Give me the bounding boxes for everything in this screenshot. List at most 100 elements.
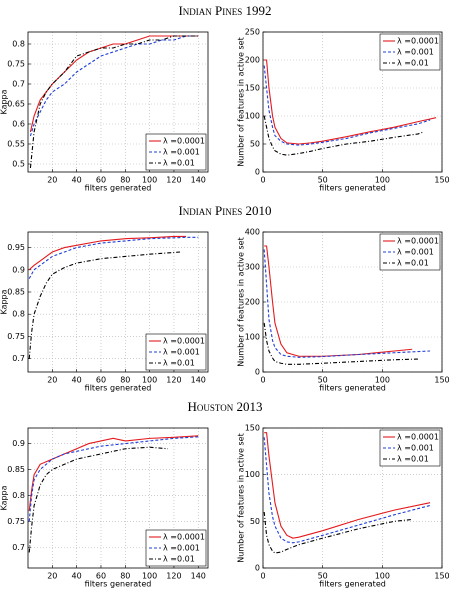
x-tick-label: 100: [142, 176, 157, 185]
data-line: [28, 235, 187, 271]
plot-frame: [262, 231, 443, 373]
plot-frame: [262, 31, 443, 173]
legend-label: λ =0.0001: [397, 37, 439, 46]
y-tick-label: 0: [255, 168, 260, 177]
x-axis-label: filters generated: [85, 384, 152, 393]
legend-label: λ =0.001: [163, 348, 200, 357]
data-line: [264, 59, 437, 145]
data-line: [29, 35, 199, 137]
y-tick-label: 0: [255, 368, 260, 377]
x-tick-label: 50: [318, 376, 328, 385]
y-tick-label: 0.9: [12, 439, 25, 448]
legend-label: λ =0.001: [163, 148, 200, 157]
x-tick-label: 80: [120, 376, 130, 385]
x-tick-label: 150: [434, 376, 449, 385]
legend-label: λ =0.0001: [163, 137, 205, 146]
x-tick-label: 50: [318, 176, 328, 185]
x-axis-label: filters generated: [319, 580, 386, 589]
legend-label: λ =0.01: [397, 259, 429, 268]
y-tick-label: 0: [255, 564, 260, 573]
x-axis-label: filters generated: [319, 384, 386, 393]
y-tick-label: 200: [245, 298, 260, 307]
legend-label: λ =0.001: [163, 544, 200, 553]
data-line: [263, 437, 431, 544]
y-tick-label: 0.85: [7, 465, 25, 474]
y-axis-label: Number of features in active set: [237, 37, 246, 166]
data-line: [28, 251, 181, 359]
x-tick-label: 0: [260, 572, 265, 581]
x-tick-label: 0: [260, 176, 265, 185]
legend-label: λ =0.01: [163, 159, 195, 168]
x-tick-label: 20: [47, 572, 57, 581]
y-tick-label: 0.5: [12, 160, 25, 169]
legend-box: [145, 333, 207, 371]
y-tick-label: 0.7: [12, 354, 25, 363]
plot-frame: [27, 31, 209, 173]
heading: Houston 2013: [188, 399, 263, 414]
y-tick-label: 200: [245, 56, 260, 65]
y-tick-label: 300: [245, 263, 260, 272]
x-tick-label: 100: [142, 376, 157, 385]
legend-label: λ =0.0001: [163, 337, 205, 346]
plot-frame: [262, 427, 443, 569]
x-axis-label: filters generated: [85, 184, 152, 193]
x-tick-label: 80: [120, 176, 130, 185]
legend-label: λ =0.01: [397, 455, 429, 464]
data-line: [263, 115, 425, 156]
data-line: [264, 432, 431, 539]
data-line: [263, 65, 431, 146]
y-tick-label: 0.75: [7, 60, 25, 69]
y-tick-label: 0.55: [7, 140, 25, 149]
y-tick-label: 0.7: [12, 80, 25, 89]
y-tick-label: 250: [245, 28, 260, 37]
data-line: [29, 35, 199, 133]
x-tick-label: 120: [166, 176, 181, 185]
y-tick-label: 0.75: [7, 517, 25, 526]
y-tick-label: 100: [245, 333, 260, 342]
y-tick-label: 0.9: [12, 265, 25, 274]
y-tick-label: 0.85: [7, 288, 25, 297]
x-axis-label: filters generated: [319, 184, 386, 193]
data-line: [263, 249, 431, 358]
y-tick-label: 150: [245, 424, 260, 433]
plot-frame: [27, 427, 209, 569]
legend-label: λ =0.01: [163, 359, 195, 368]
y-axis-label: Kappa: [0, 289, 9, 314]
y-axis-label: Kappa: [0, 89, 9, 114]
y-tick-label: 100: [245, 112, 260, 121]
data-line: [28, 236, 199, 279]
y-tick-label: 0.6: [12, 120, 25, 129]
legend-label: λ =0.0001: [163, 533, 205, 542]
y-tick-label: 0.8: [12, 491, 25, 500]
x-tick-label: 40: [72, 376, 82, 385]
x-tick-label: 150: [434, 572, 449, 581]
y-tick-label: 400: [245, 228, 260, 237]
legend-box: [145, 133, 207, 171]
x-axis-label: filters generated: [85, 580, 152, 589]
y-tick-label: 150: [245, 84, 260, 93]
x-tick-label: 20: [47, 376, 57, 385]
data-line: [28, 436, 199, 522]
legend-label: λ =0.001: [397, 248, 434, 257]
x-tick-label: 80: [120, 572, 130, 581]
x-tick-label: 60: [96, 176, 106, 185]
y-tick-label: 50: [250, 517, 260, 526]
legend-box: [379, 233, 441, 271]
data-line: [263, 322, 419, 365]
x-tick-label: 20: [47, 176, 57, 185]
heading: Indian Pines 2010: [178, 203, 271, 218]
legend-label: λ =0.01: [163, 555, 195, 564]
data-line: [28, 446, 168, 553]
legend-label: λ =0.0001: [397, 237, 439, 246]
data-line: [28, 435, 199, 512]
data-line: [263, 511, 413, 554]
x-tick-label: 140: [191, 376, 206, 385]
x-tick-label: 120: [166, 376, 181, 385]
plot-frame: [27, 231, 209, 373]
y-axis-label: Kappa: [0, 485, 9, 510]
x-tick-label: 100: [375, 176, 390, 185]
x-tick-label: 150: [434, 176, 449, 185]
x-tick-label: 100: [142, 572, 157, 581]
y-tick-label: 0.95: [7, 243, 25, 252]
